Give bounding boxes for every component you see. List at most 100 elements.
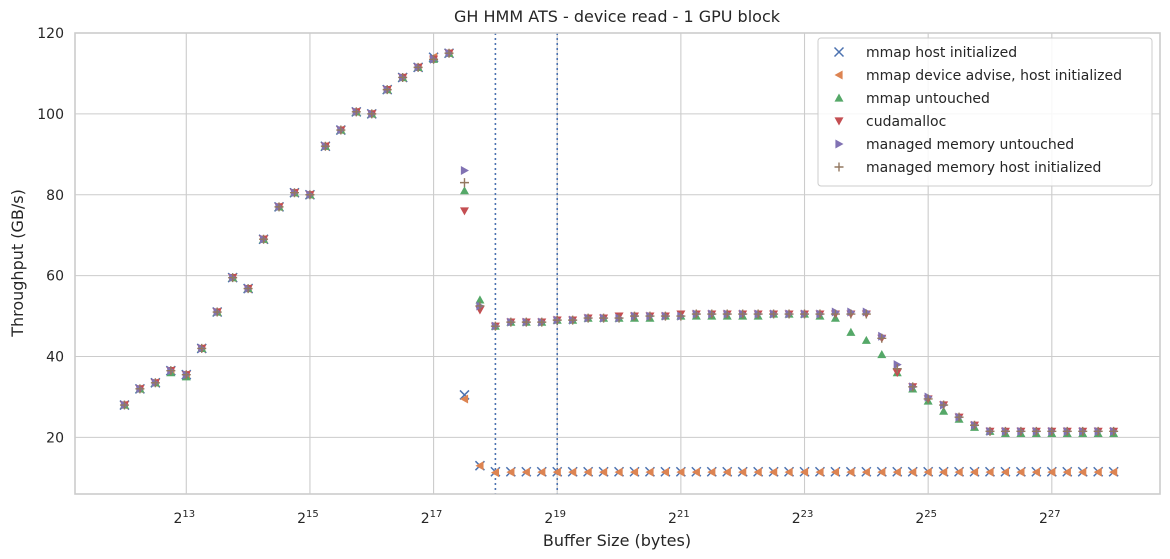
data-point [769,309,779,319]
data-point [259,234,269,244]
data-point [336,125,346,135]
data-point [738,309,748,319]
data-point [614,467,623,477]
x-tick-exponent: 21 [677,509,690,520]
data-point [537,467,546,477]
x-tick-exponent: 25 [924,509,937,520]
data-point [305,190,315,200]
data-point [552,467,561,477]
data-point [521,317,531,327]
data-point [583,467,592,477]
data-point [382,85,392,95]
legend-marker [834,117,844,126]
legend-item: cudamalloc [834,114,946,130]
x-axis-ticks: 213 215 217 219 221 223 225 227 [173,509,1060,527]
data-point [599,313,609,323]
legend-item: mmap host initialized [833,45,1017,61]
x-tick-label: 227 [1039,509,1061,527]
data-point [444,48,454,58]
data-point [459,186,469,195]
data-point [784,467,793,477]
legend-item: managed memory untouched [835,137,1074,153]
data-point [800,467,809,477]
x-tick-label: 221 [668,509,690,527]
data-point [1047,426,1057,436]
data-point [212,307,222,317]
data-point [800,309,810,319]
data-point [877,333,887,343]
data-points [119,48,1119,478]
data-point [459,178,469,188]
plot-frame [74,32,1161,495]
data-point [645,311,655,321]
data-point [877,467,886,477]
data-point [660,467,670,477]
data-point [1000,467,1010,477]
data-point [861,467,870,477]
data-point [970,467,979,477]
data-point [166,366,176,376]
legend-marker [833,46,845,58]
x-tick-exponent: 17 [430,509,443,520]
data-point [568,315,578,325]
data-point [645,467,654,477]
legend-label: cudamalloc [866,114,946,130]
data-point [614,313,624,323]
data-point [892,467,901,477]
x-tick-label: 225 [915,509,937,527]
data-point [1016,467,1025,477]
x-tick-exponent: 13 [182,509,195,520]
data-point [583,313,593,323]
y-tick-label: 60 [46,269,64,285]
legend-box [817,37,1153,187]
legend-label: managed memory host initialized [866,160,1101,176]
data-point [490,321,500,331]
data-point [1016,426,1026,436]
data-point [769,467,778,477]
data-point [506,317,516,327]
x-tick-label: 217 [421,509,443,527]
y-tick-label: 100 [37,107,64,123]
x-tick-base: 2 [668,511,677,527]
data-point [985,467,994,477]
data-point [784,309,794,319]
data-point [274,202,284,212]
data-point [815,309,825,319]
data-point [1078,467,1087,477]
data-point [181,370,191,380]
data-point [429,54,439,64]
data-point [861,309,871,319]
y-tick-label: 80 [46,188,64,204]
x-tick-exponent: 23 [801,509,814,520]
data-point [475,295,485,304]
y-tick-label: 120 [37,26,64,42]
legend: mmap host initialized mmap device advise,… [817,37,1153,187]
data-point [460,165,469,175]
y-axis-ticks: 20 40 60 80 100 120 [37,26,64,446]
data-point [939,400,949,410]
data-point [568,467,577,477]
data-point [722,467,731,477]
legend-marker [834,93,844,102]
data-point [630,467,639,477]
data-point [398,72,408,82]
data-point [691,309,701,319]
data-point [846,467,855,477]
data-point [660,311,670,321]
x-axis-label: Buffer Size (bytes) [543,531,691,550]
legend-label: mmap device advise, host initialized [866,68,1122,84]
data-point [1031,467,1040,477]
data-point [475,301,485,311]
x-tick-base: 2 [421,511,430,527]
data-point [1000,426,1010,436]
data-point [861,335,871,344]
legend-label: mmap untouched [866,91,990,107]
data-point [1062,467,1071,477]
x-tick-base: 2 [544,511,553,527]
data-point [877,349,887,359]
data-point [243,284,253,294]
data-point [830,309,840,319]
data-point [228,273,238,283]
legend-item: mmap device advise, host initialized [834,68,1122,84]
data-point [475,461,484,471]
